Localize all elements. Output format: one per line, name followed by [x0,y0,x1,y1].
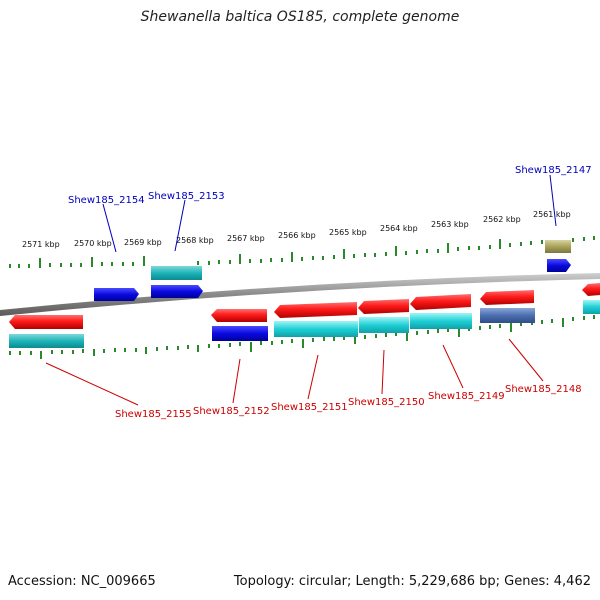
rna-edge[interactable] [583,300,600,314]
lower-strand-features [9,283,600,348]
ruler-label: 2564 kbp [380,224,418,233]
gene-2150[interactable] [358,299,409,314]
genome-backbone [0,273,600,316]
gene-label[interactable]: Shew185_2151 [271,402,348,413]
map-title: Shewanella baltica OS185, complete genom… [140,9,460,25]
cds-2148[interactable] [480,308,535,323]
ruler-label: 2562 kbp [483,215,521,224]
gene-label[interactable]: Shew185_2152 [193,406,270,417]
gene-label[interactable]: Shew185_2147 [515,165,592,176]
gene-edge[interactable] [582,283,600,296]
ruler-label: 2570 kbp [74,239,112,248]
ruler-label: 2569 kbp [124,238,162,247]
cds-2152[interactable] [212,326,268,341]
gene-label[interactable]: Shew185_2148 [505,384,582,395]
ruler-label: 2566 kbp [278,231,316,240]
ruler-label: 2565 kbp [329,228,367,237]
ruler-label: 2571 kbp [22,240,60,249]
gene-label[interactable]: Shew185_2153 [148,191,225,202]
feature-2147[interactable] [545,240,571,253]
gene-2154[interactable] [94,288,139,301]
gene-2153[interactable] [151,285,203,298]
upper-tick-ruler [9,236,595,268]
rna-2150[interactable] [359,317,409,333]
ruler-label: 2568 kbp [176,236,214,245]
upper-strand-features [94,240,571,301]
ruler-label: 2561 kbp [533,210,571,219]
gene-label[interactable]: Shew185_2149 [428,391,505,402]
rna-2151[interactable] [274,321,358,337]
gene-2147[interactable] [547,259,571,272]
rna-2153[interactable] [151,266,202,280]
gene-label[interactable]: Shew185_2154 [68,195,145,206]
gene-label[interactable]: Shew185_2150 [348,397,425,408]
gene-label[interactable]: Shew185_2155 [115,409,192,420]
label-leaders [45,174,557,406]
rna-2155[interactable] [9,334,84,348]
ruler-label: 2567 kbp [227,234,265,243]
gene-2149[interactable] [410,294,471,310]
ruler-label: 2563 kbp [431,220,469,229]
accession-text: Accession: NC_009665 [8,574,156,589]
genome-stats-text: Topology: circular; Length: 5,229,686 bp… [233,574,591,589]
gene-2151[interactable] [274,302,357,318]
gene-2152[interactable] [211,309,267,322]
gene-2155[interactable] [9,315,83,329]
rna-2149[interactable] [410,313,472,329]
gene-2148[interactable] [480,290,534,305]
